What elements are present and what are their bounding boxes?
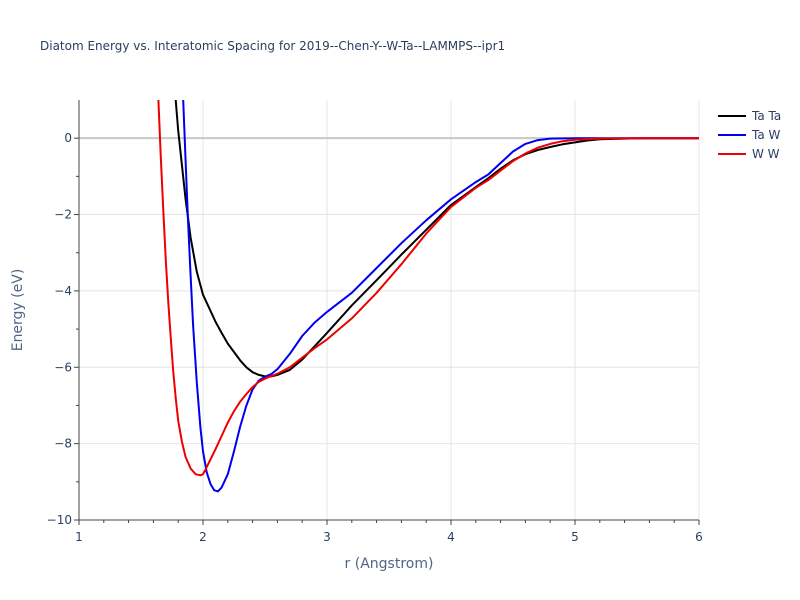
x-tick-label: 5 [571,530,579,544]
x-tick-label: 3 [323,530,331,544]
legend-label: W W [752,147,780,161]
legend-item-w-w[interactable]: W W [718,147,780,161]
x-tick-label: 2 [199,530,207,544]
x-tick-label: 1 [75,530,83,544]
y-tick-label: −4 [54,284,72,298]
y-axis-title: Energy (eV) [10,269,26,352]
x-tick-label: 6 [695,530,703,544]
legend[interactable]: Ta Ta Ta W W W [718,109,781,161]
legend-item-ta-w[interactable]: Ta W [718,128,781,142]
legend-label: Ta Ta [751,109,781,123]
plot-area: 1 2 3 4 5 6 −10 −8 −6 −4 −2 0 [47,100,703,544]
chart-title: Diatom Energy vs. Interatomic Spacing fo… [40,39,505,53]
y-tick-label: −6 [54,360,72,374]
x-tick-label: 4 [447,530,455,544]
legend-item-ta-ta[interactable]: Ta Ta [718,109,781,123]
y-tick-label: −8 [54,437,72,451]
y-tick-label: 0 [64,131,72,145]
legend-label: Ta W [751,128,781,142]
x-axis-title: r (Angstrom) [345,556,434,572]
series-lines [157,100,699,493]
axes [74,100,700,525]
y-tick-label: −10 [47,513,72,527]
series-line-ta-w [182,100,699,493]
y-tick-label: −2 [54,208,72,222]
series-line-w-w [157,100,699,477]
tick-labels: 1 2 3 4 5 6 −10 −8 −6 −4 −2 0 [47,131,703,544]
